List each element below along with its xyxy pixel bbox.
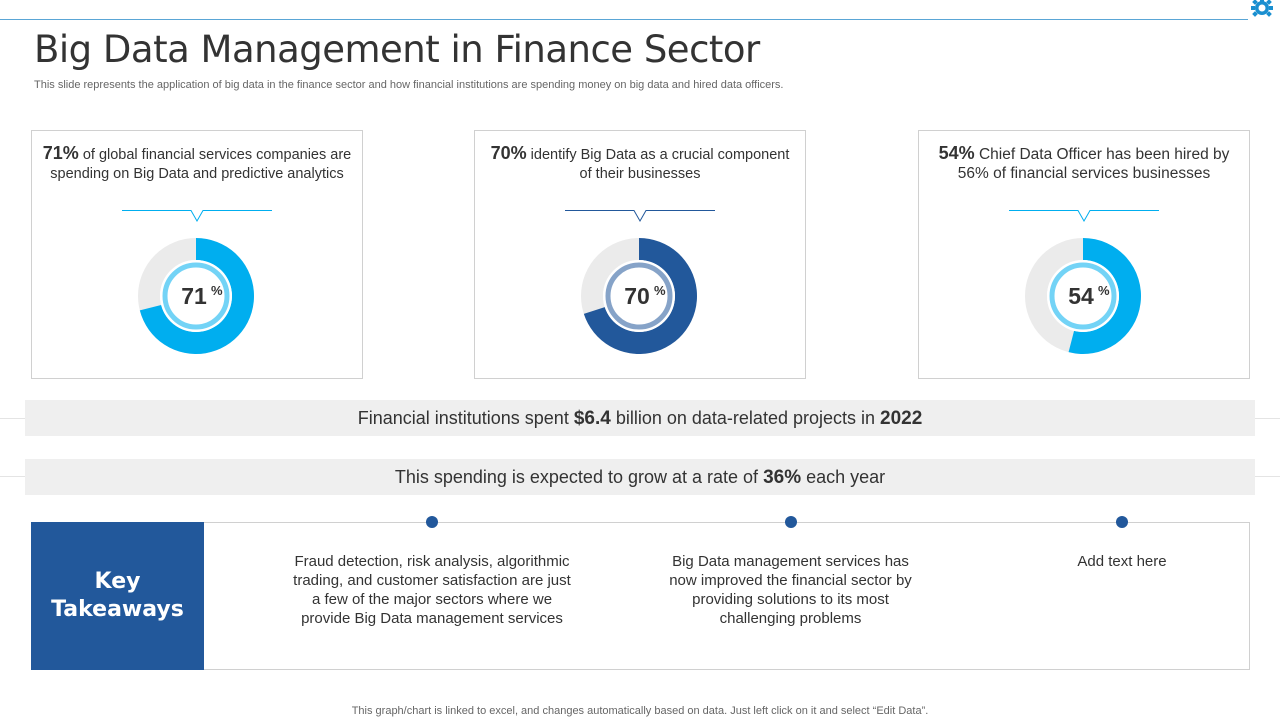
donut-value-slice xyxy=(583,238,697,354)
stat-card-2: 70% identify Big Data as a crucial compo… xyxy=(474,130,806,379)
stat-text-2: 70% identify Big Data as a crucial compo… xyxy=(485,144,795,184)
stat-description-2: identify Big Data as a crucial component… xyxy=(530,147,790,182)
spend-amount: $6.4 xyxy=(573,408,611,429)
callout-line-2 xyxy=(565,210,715,223)
growth-suffix: each year xyxy=(806,467,886,487)
donut-inner-ring xyxy=(162,262,230,330)
footer-note: This graph/chart is linked to excel, and… xyxy=(351,705,929,717)
spend-year: 2022 xyxy=(880,408,923,429)
growth-rate: 36% xyxy=(763,467,802,488)
callout-line-3 xyxy=(1009,210,1159,223)
spend-prefix: Financial institutions spent xyxy=(357,408,569,428)
stat-text-3: 54% Chief Data Officer has been hired by… xyxy=(929,144,1239,183)
donut-percent-sign: % xyxy=(654,283,666,298)
gear-icon xyxy=(1248,0,1276,22)
stat-description-1: of global financial services companies a… xyxy=(50,147,352,182)
takeaway-item-2: Big Data management services has now imp… xyxy=(669,553,912,627)
callout-line-1 xyxy=(122,210,272,223)
spend-banner: Financial institutions spent $6.4 billio… xyxy=(25,400,1255,436)
bullet-dot-1 xyxy=(426,516,438,528)
bullet-dot-3 xyxy=(1116,516,1128,528)
key-takeaways-heading: Key Takeaways xyxy=(31,522,204,670)
donut-percent-sign: % xyxy=(211,283,223,298)
bullet-dot-2 xyxy=(785,516,797,528)
page-title: Big Data Management in Finance Sector xyxy=(34,28,760,71)
stat-card-1: 71% of global financial services compani… xyxy=(31,130,363,379)
growth-prefix: This spending is expected to grow at a r… xyxy=(394,467,759,487)
spend-mid: billion on data-related projects in xyxy=(615,408,875,428)
donut-value-slice xyxy=(139,238,254,354)
stat-description-3: Chief Data Officer has been hired by 56%… xyxy=(957,146,1230,182)
stat-text-1: 71% of global financial services compani… xyxy=(42,144,352,184)
donut-hole xyxy=(603,260,675,332)
top-rule xyxy=(0,19,1250,20)
donut-value-slice xyxy=(1068,238,1141,354)
donut-value-label: 71 xyxy=(181,283,207,309)
stat-percent-1: 71% xyxy=(42,143,79,163)
donut-inner-ring xyxy=(605,262,673,330)
stat-percent-3: 54% xyxy=(938,143,975,163)
takeaways-panel xyxy=(31,522,1250,670)
stat-percent-2: 70% xyxy=(490,143,527,163)
donut-hole xyxy=(1047,260,1119,332)
stat-card-3: 54% Chief Data Officer has been hired by… xyxy=(918,130,1250,379)
takeaway-item-3[interactable]: Add text here xyxy=(1077,553,1167,570)
donut-value-label: 70 xyxy=(624,283,650,309)
donut-percent-sign: % xyxy=(1098,283,1110,298)
donut-chart-2[interactable]: 70% xyxy=(578,235,700,357)
donut-value-label: 54 xyxy=(1068,283,1094,309)
key-takeaways-label: Key Takeaways xyxy=(51,569,184,622)
growth-banner: This spending is expected to grow at a r… xyxy=(25,459,1255,495)
page-subtitle: This slide represents the application of… xyxy=(34,79,784,91)
donut-hole xyxy=(160,260,232,332)
takeaway-item-1: Fraud detection, risk analysis, algorith… xyxy=(293,553,571,627)
donut-chart-1[interactable]: 71% xyxy=(135,235,257,357)
donut-chart-3[interactable]: 54% xyxy=(1022,235,1144,357)
donut-inner-ring xyxy=(1049,262,1117,330)
